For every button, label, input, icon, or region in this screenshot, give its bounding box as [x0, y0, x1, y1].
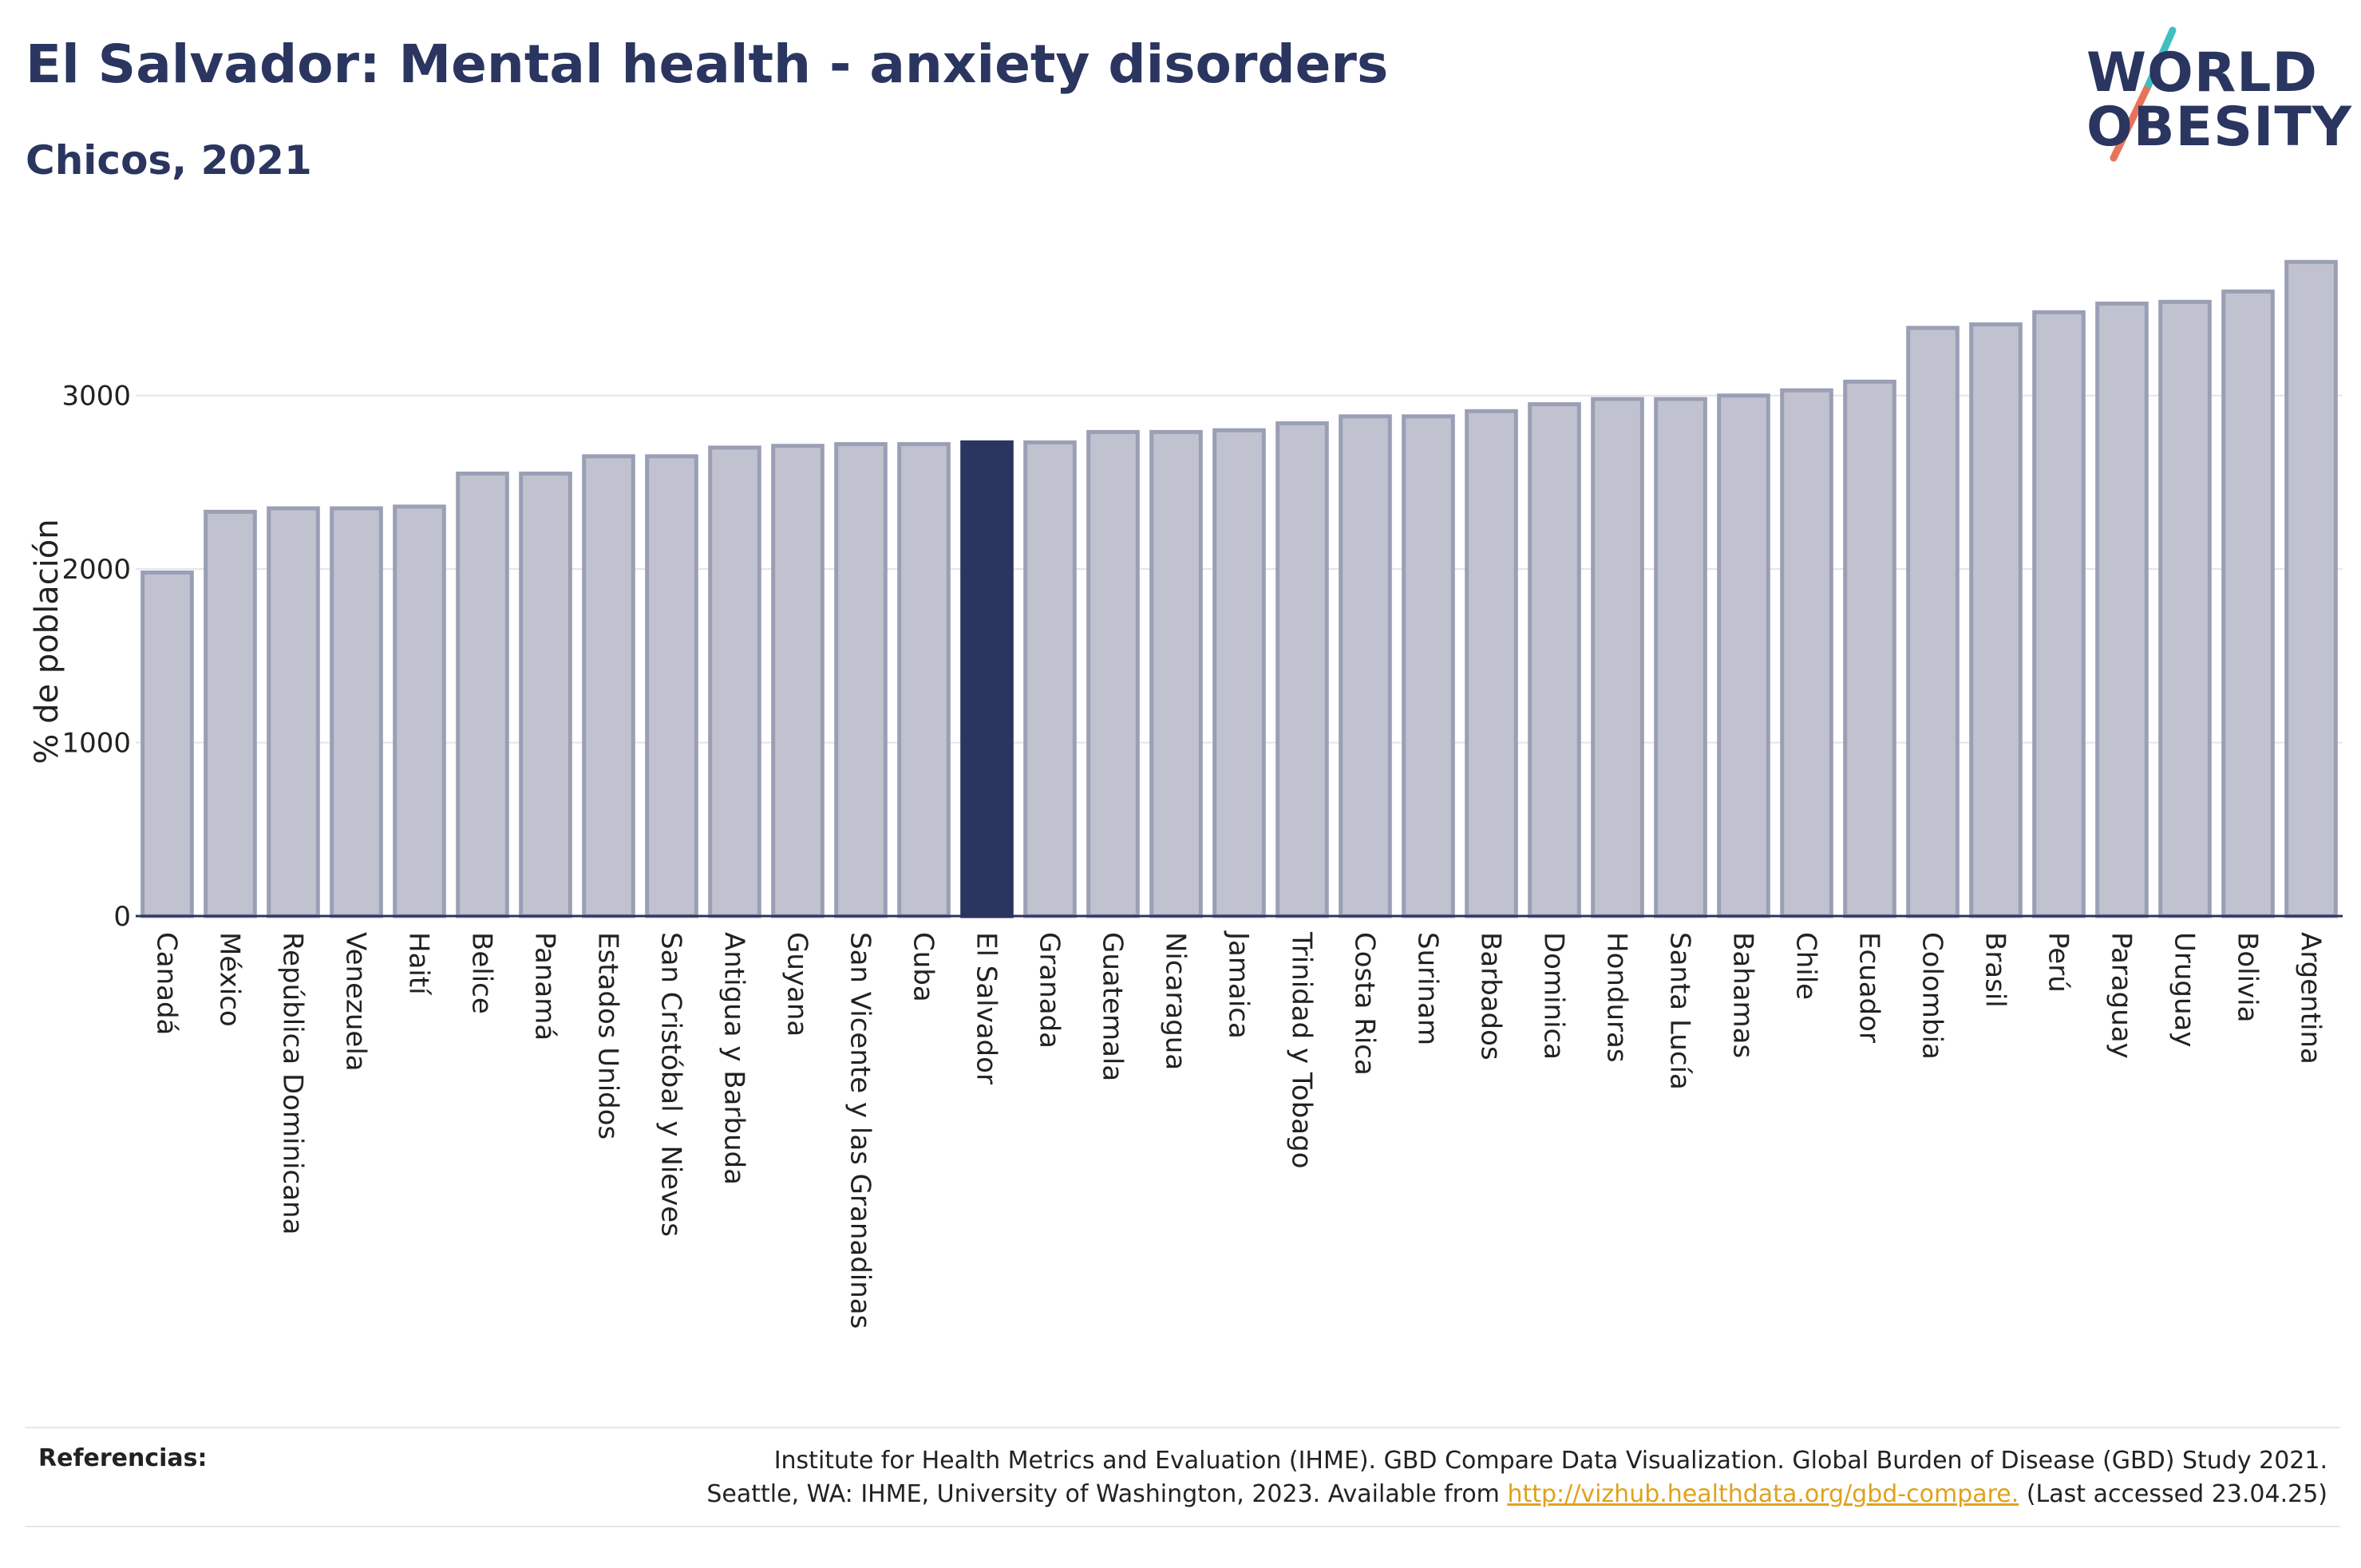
x-category-label: Argentina: [2295, 932, 2327, 1064]
bar: [582, 454, 635, 918]
x-category-label: Surinam: [1412, 932, 1444, 1045]
x-category-label: Santa Lucía: [1664, 932, 1696, 1090]
reference-link[interactable]: http://vizhub.healthdata.org/gbd-compare…: [1507, 1480, 2019, 1508]
bar: [2032, 310, 2086, 918]
x-category-label: Haití: [403, 932, 435, 996]
x-category-label: Antigua y Barbuda: [718, 932, 750, 1185]
bar: [834, 442, 888, 918]
references-label: Referencias:: [38, 1444, 208, 1472]
bar: [645, 454, 698, 918]
x-category-label: San Vicente y las Granadinas: [844, 932, 876, 1329]
bar: [140, 570, 194, 918]
x-category-label: Ecuador: [1853, 932, 1885, 1043]
y-tick-label: 1000: [61, 728, 131, 760]
y-axis-label: % de población: [29, 519, 65, 764]
x-category-label: Guyana: [781, 932, 813, 1037]
x-category-label: Chile: [1790, 932, 1822, 1000]
reference-line-1: Institute for Health Metrics and Evaluat…: [773, 1447, 2327, 1475]
x-category-label: Nicaragua: [1160, 932, 1192, 1070]
reference-line-2: Seattle, WA: IHME, University of Washing…: [706, 1478, 2327, 1511]
x-category-label: Canadá: [151, 932, 183, 1035]
bar: [1843, 379, 1896, 918]
x-category-labels: Canadá México República Dominicana Venezuel…: [151, 930, 2327, 1329]
x-category-label: Belice: [466, 932, 498, 1014]
bar: [204, 509, 257, 918]
x-category-label: Bahamas: [1727, 932, 1759, 1058]
x-category-label: Brasil: [1979, 932, 2011, 1008]
bar: [1717, 393, 1770, 918]
bar: [708, 445, 761, 918]
y-tick-label: 0: [113, 901, 131, 933]
bar: [1780, 388, 1833, 918]
x-category-label: Panamá: [529, 932, 561, 1041]
bar: [1402, 414, 1455, 918]
footer-divider-top: [26, 1427, 2340, 1428]
footer-divider-bottom: [26, 1526, 2340, 1527]
bar: [1023, 440, 1077, 918]
y-tick-label: 3000: [61, 381, 131, 413]
bar: [1969, 322, 2023, 918]
bar: [1906, 326, 1960, 918]
bar: [2095, 301, 2149, 918]
y-tick-labels: 0 1000 2000 3000: [61, 381, 131, 933]
bar: [2158, 299, 2212, 918]
x-category-label: República Dominicana: [277, 932, 309, 1234]
x-category-label: Honduras: [1601, 932, 1633, 1063]
bar: [456, 472, 509, 918]
x-category-label: Granada: [1034, 932, 1066, 1049]
bar: [1086, 429, 1140, 918]
x-category-label: Colombia: [1916, 932, 1948, 1060]
chart-subtitle: Chicos, 2021: [26, 137, 312, 184]
x-category-label: Barbados: [1475, 932, 1507, 1060]
references-text: Institute for Health Metrics and Evaluat…: [706, 1444, 2327, 1511]
bar: [2284, 259, 2338, 918]
x-category-label: Guatemala: [1097, 932, 1129, 1081]
chart-title: El Salvador: Mental health - anxiety dis…: [26, 34, 1389, 95]
world-obesity-logo: WORLD OBESITY: [2075, 22, 2351, 174]
reference-line-2-post: (Last accessed 23.04.25): [2019, 1480, 2327, 1508]
x-category-label: Dominica: [1538, 932, 1570, 1060]
x-category-label: Cuba: [908, 932, 939, 1002]
bar: [393, 504, 446, 918]
x-category-label: San Cristóbal y Nieves: [655, 932, 687, 1237]
logo-slash-icon: [2110, 26, 2177, 162]
bar: [1212, 428, 1266, 918]
x-category-label: Bolivia: [2232, 932, 2264, 1022]
x-category-label: El Salvador: [971, 932, 1003, 1084]
bar: [330, 506, 383, 918]
bar: [2221, 289, 2275, 918]
bar: [1591, 397, 1644, 918]
bar: [1654, 397, 1707, 918]
bar-highlighted: [960, 440, 1014, 918]
bar: [1149, 429, 1203, 918]
bar: [1339, 414, 1392, 918]
x-category-label: Estados Unidos: [592, 932, 624, 1139]
x-category-label: Jamaica: [1223, 930, 1255, 1039]
logo-line2: OBESITY: [2086, 96, 2352, 159]
bar: [1465, 409, 1518, 918]
x-category-label: Paraguay: [2106, 932, 2138, 1059]
x-category-label: Perú: [2043, 932, 2074, 993]
bar: [519, 472, 572, 918]
x-category-label: México: [214, 932, 246, 1027]
bar: [1275, 421, 1329, 918]
bar: [771, 444, 825, 918]
x-category-label: Trinidad y Tobago: [1286, 931, 1318, 1169]
bar: [1528, 402, 1581, 918]
x-category-label: Costa Rica: [1349, 932, 1381, 1076]
logo-line1: WORLD: [2086, 41, 2318, 105]
reference-line-2-pre: Seattle, WA: IHME, University of Washing…: [706, 1480, 1508, 1508]
x-category-label: Venezuela: [340, 932, 372, 1072]
bar: [897, 442, 951, 918]
x-category-label: Uruguay: [2169, 932, 2201, 1048]
bars: [140, 259, 2338, 918]
bar: [267, 506, 320, 918]
y-tick-label: 2000: [61, 554, 131, 586]
